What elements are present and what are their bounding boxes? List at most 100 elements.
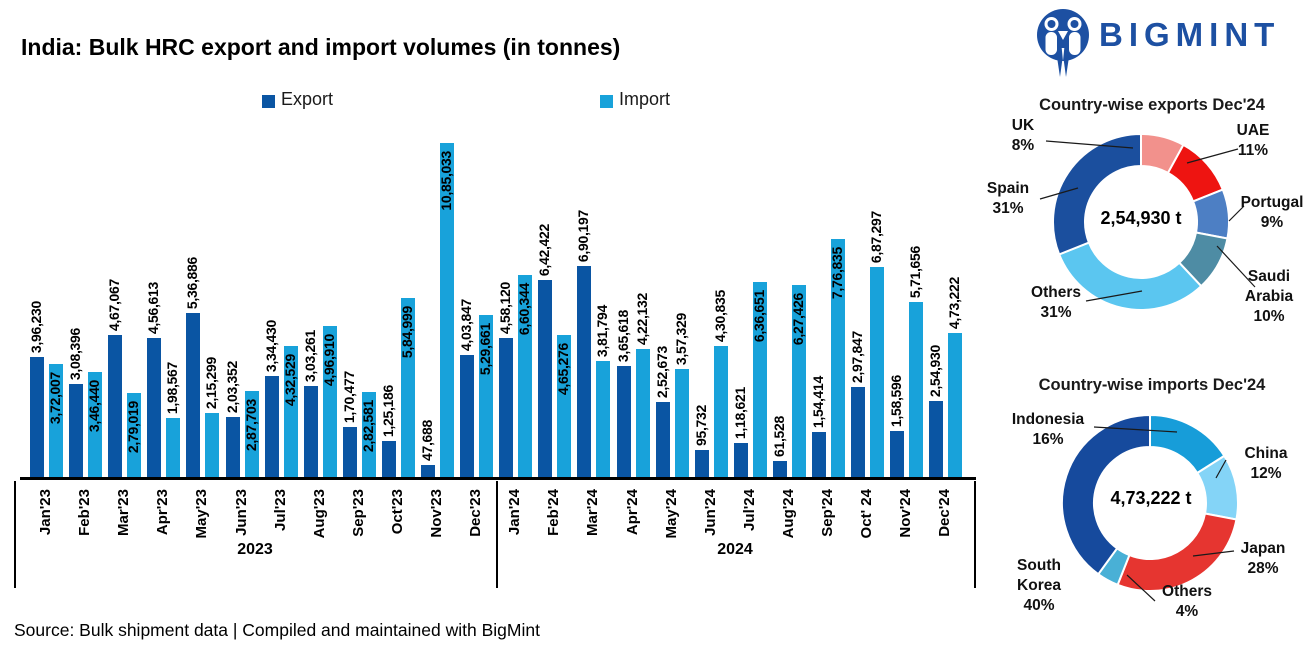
label-import-Apr'24: 4,22,132 <box>634 292 650 345</box>
month-label-Oct'23: Oct'23 <box>389 489 406 535</box>
month-label-Apr'24: Apr'24 <box>624 489 641 536</box>
bar-export-Feb'23 <box>69 384 83 480</box>
label-export-Mar'24: 6,90,197 <box>575 209 591 262</box>
bar-import-Nov'24 <box>909 302 923 480</box>
label-export-Jun'24: 95,732 <box>693 404 709 446</box>
bigmint-logo-icon <box>1037 9 1089 77</box>
pie-label-spain: Spain 31% <box>986 180 1030 217</box>
label-import-Sep'23: 2,82,581 <box>360 400 376 453</box>
label-import-Aug'24: 6,27,426 <box>790 293 806 346</box>
label-import-Oct'23: 5,84,999 <box>399 306 415 359</box>
label-export-Jun'23: 2,03,352 <box>224 360 240 413</box>
pie-label-others: Others 4% <box>1162 583 1212 620</box>
month-label-Dec'23: Dec'23 <box>467 489 484 537</box>
bar-import-Feb'23 <box>88 372 102 480</box>
exports-donut-title: Country-wise exports Dec'24 <box>1039 96 1265 114</box>
label-import-May'23: 2,15,299 <box>203 356 219 409</box>
bar-import-Sep'23 <box>362 392 376 480</box>
bar-import-Mar'24 <box>596 361 610 480</box>
bar-export-Oct'23 <box>382 441 396 480</box>
bar-export-Jun'23 <box>226 417 240 480</box>
imports-donut-chart <box>1061 413 1239 602</box>
bar-import-Jan'24 <box>518 275 532 480</box>
bar-export-Apr'24 <box>617 366 631 480</box>
pie-label-japan: Japan 28% <box>1240 540 1286 577</box>
bar-import-May'23 <box>205 413 219 480</box>
label-export-Feb'23: 3,08,396 <box>67 327 83 380</box>
bar-export-Apr'23 <box>147 338 161 480</box>
label-export-Jan'24: 4,58,120 <box>497 281 513 334</box>
leader-line <box>1216 245 1256 288</box>
label-export-Aug'24: 61,528 <box>771 415 787 457</box>
bar-import-Aug'23 <box>323 326 337 480</box>
year-label-2023: 2023 <box>237 541 273 558</box>
month-label-Dec'24: Dec'24 <box>936 489 953 537</box>
bar-export-May'24 <box>656 402 670 480</box>
bar-export-Sep'23 <box>343 427 357 480</box>
label-export-Jul'23: 3,34,430 <box>263 319 279 372</box>
bar-export-Jul'24 <box>734 443 748 480</box>
category-box-middle-border <box>496 481 498 588</box>
month-label-Apr'23: Apr'23 <box>154 489 171 536</box>
bar-export-Sep'24 <box>812 432 826 480</box>
pie-label-others: Others 31% <box>1031 284 1081 321</box>
bar-import-Jul'23 <box>284 346 298 480</box>
bar-export-Dec'24 <box>929 401 943 480</box>
bar-import-Jun'23 <box>245 391 259 480</box>
leader-line <box>1045 140 1134 149</box>
label-import-Jul'23: 4,32,529 <box>282 354 298 407</box>
month-label-Sep'24: Sep'24 <box>819 489 836 537</box>
bar-import-Mar'23 <box>127 393 141 480</box>
leader-line <box>1085 290 1143 302</box>
bar-export-Mar'23 <box>108 335 122 480</box>
bar-export-Aug'24 <box>773 461 787 480</box>
imports-donut-total: 4,73,222 t <box>1110 488 1192 508</box>
label-import-Jun'23: 2,87,703 <box>243 399 259 452</box>
label-import-Mar'24: 3,81,794 <box>594 304 610 357</box>
month-label-Jan'24: Jan'24 <box>506 489 523 536</box>
label-export-Oct'23: 1,25,186 <box>380 384 396 437</box>
x-axis-line <box>20 477 976 480</box>
label-export-May'23: 5,36,886 <box>184 256 200 309</box>
label-import-Apr'23: 1,98,567 <box>164 361 180 414</box>
bar-export-Jan'24 <box>499 338 513 480</box>
month-label-Jun'23: Jun'23 <box>233 489 250 536</box>
bar-import-Dec'24 <box>948 333 962 480</box>
bar-export-Oct' 24 <box>851 387 865 480</box>
legend-import-label: Import <box>619 89 671 109</box>
bar-import-Feb'24 <box>557 335 571 480</box>
month-label-May'23: May'23 <box>193 489 210 539</box>
bar-export-Mar'24 <box>577 266 591 480</box>
label-export-Mar'23: 4,67,067 <box>106 278 122 331</box>
leader-line <box>1039 187 1079 200</box>
bar-import-May'24 <box>675 369 689 480</box>
bar-import-Jun'24 <box>714 346 728 480</box>
month-label-Nov'24: Nov'24 <box>897 489 914 538</box>
category-box-right-border <box>974 481 976 588</box>
bar-import-Oct' 24 <box>870 267 884 480</box>
label-export-Jul'24: 1,18,621 <box>732 386 748 439</box>
label-export-Jan'23: 3,96,230 <box>28 300 44 353</box>
leader-line <box>1228 205 1245 222</box>
label-export-Apr'23: 4,56,613 <box>145 281 161 334</box>
label-export-Aug'23: 3,03,261 <box>302 329 318 382</box>
label-export-Feb'24: 6,42,422 <box>536 223 552 276</box>
legend-export-swatch <box>262 95 275 108</box>
slice-south-korea <box>1061 413 1151 576</box>
pie-label-south-korea: South Korea 40% <box>1017 557 1061 614</box>
label-export-Apr'24: 3,65,618 <box>615 309 631 362</box>
month-label-Feb'24: Feb'24 <box>545 489 562 536</box>
bar-export-May'23 <box>186 313 200 480</box>
pie-label-saudi-arabia: Saudi Arabia 10% <box>1244 268 1294 325</box>
label-import-Jun'24: 4,30,835 <box>712 289 728 342</box>
bar-import-Apr'23 <box>166 418 180 480</box>
category-box-left-border <box>14 481 16 588</box>
leader-line <box>1192 550 1235 557</box>
label-import-Oct' 24: 6,87,297 <box>868 210 884 263</box>
month-label-Feb'23: Feb'23 <box>76 489 93 536</box>
month-label-Jan'23: Jan'23 <box>37 489 54 536</box>
bar-export-Dec'23 <box>460 355 474 480</box>
month-label-Jun'24: Jun'24 <box>702 489 719 536</box>
bar-export-Nov'24 <box>890 431 904 480</box>
page-title: India: Bulk HRC export and import volume… <box>21 34 621 60</box>
